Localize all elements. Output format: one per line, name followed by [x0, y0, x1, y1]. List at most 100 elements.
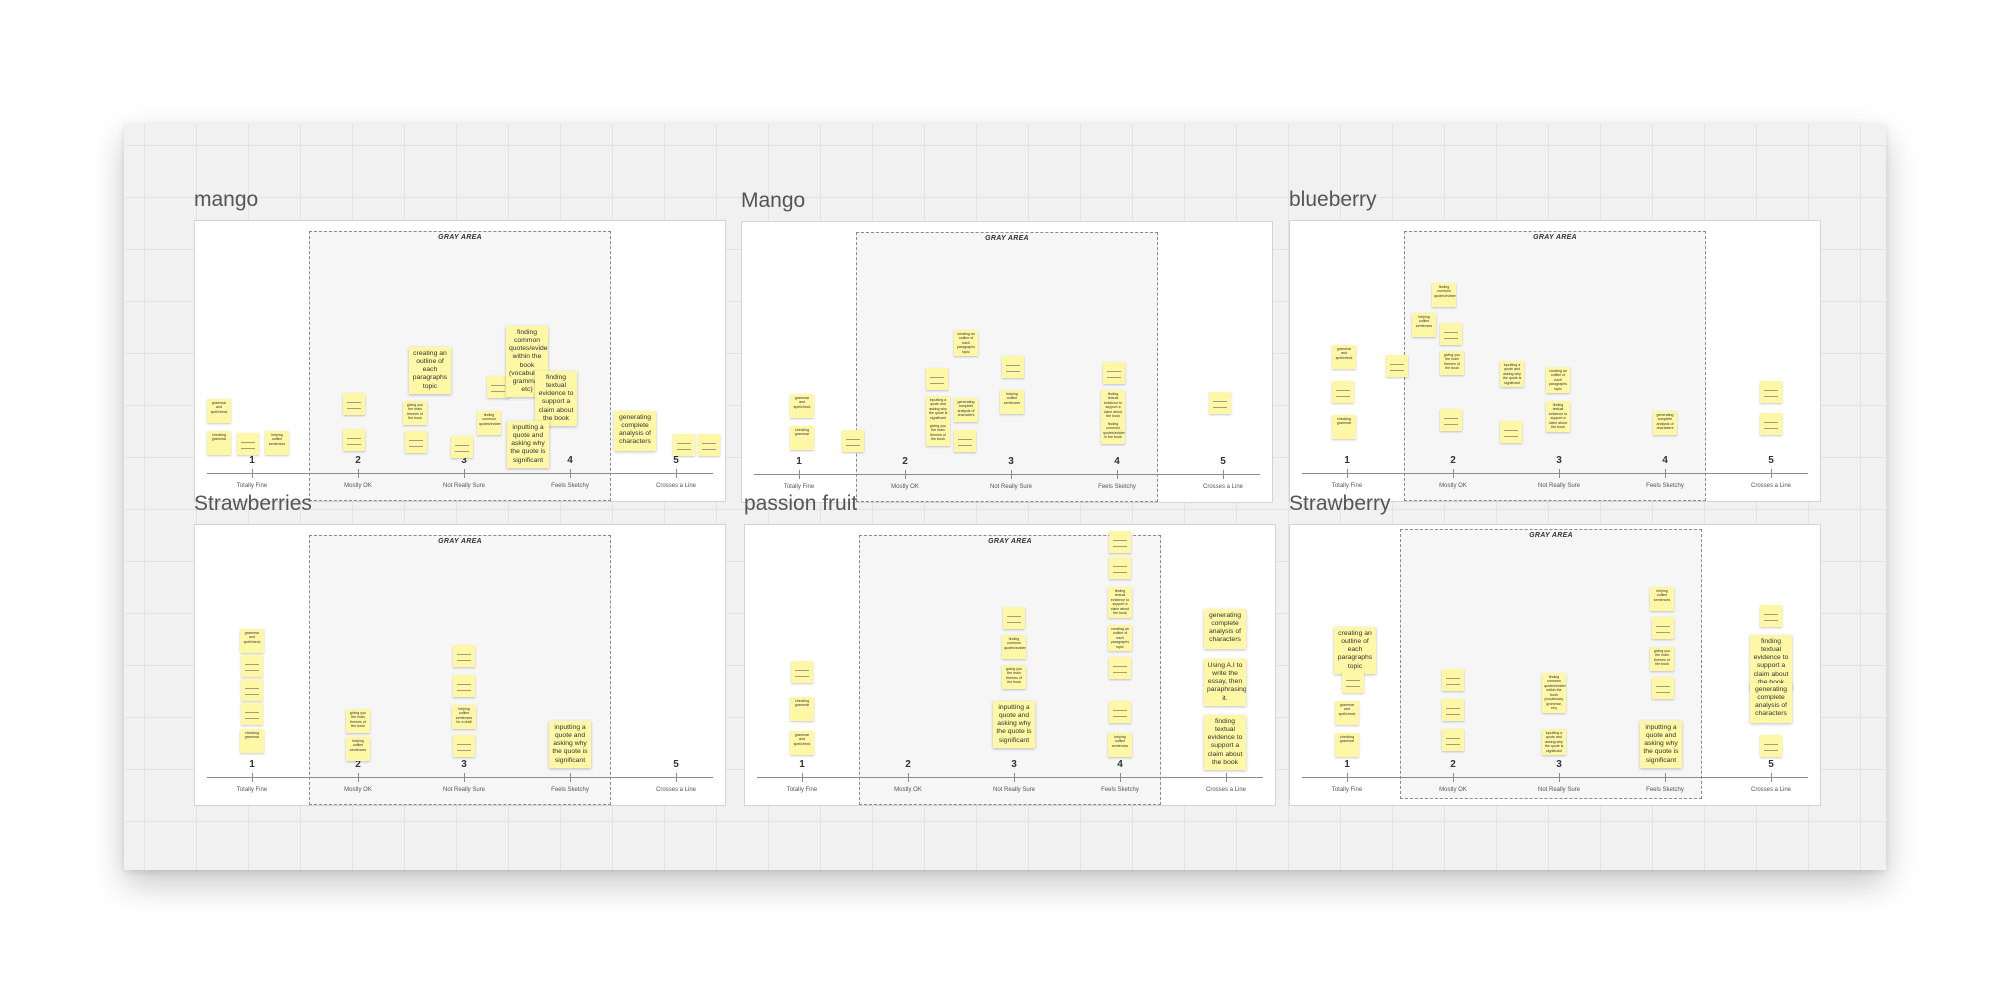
- sticky-note[interactable]: checking grammar: [790, 697, 814, 721]
- sticky-note[interactable]: creating an outline of each paragraphs t…: [1546, 367, 1570, 394]
- sticky-note[interactable]: creating an outline of each paragraphs t…: [954, 330, 978, 357]
- sticky-note[interactable]: [241, 703, 263, 725]
- sticky-note[interactable]: grammar and spellcheck: [1332, 345, 1356, 369]
- sticky-note[interactable]: generating complete analysis of characte…: [954, 398, 978, 422]
- sticky-note[interactable]: helping outline sentences: [1412, 313, 1436, 337]
- sticky-note[interactable]: [1103, 362, 1125, 384]
- sticky-note[interactable]: [241, 655, 263, 677]
- sticky-note[interactable]: creating an outline of each paragraphs t…: [1334, 627, 1376, 674]
- sticky-note[interactable]: inputting a quote and asking why the quo…: [926, 396, 950, 423]
- sticky-note[interactable]: [1760, 381, 1782, 403]
- sticky-note[interactable]: helping outline sentences: [1000, 390, 1024, 414]
- frame-mango-1[interactable]: GRAY AREA 1 2 3 4 5 Totally Fine Mostly …: [194, 220, 726, 502]
- frame-passion-fruit[interactable]: GRAY AREA 1 2 3 4 5 Totally Fine Mostly …: [744, 524, 1276, 806]
- sticky-note[interactable]: giving you the main themes of the book: [346, 709, 370, 733]
- sticky-note[interactable]: inputting a quote and asking why the quo…: [549, 721, 591, 768]
- sticky-note[interactable]: [1332, 381, 1354, 403]
- sticky-note[interactable]: [1760, 605, 1782, 627]
- frame-strawberry[interactable]: GRAY AREA 1 2 3 4 5 Totally Fine Mostly …: [1289, 524, 1821, 806]
- sticky-note[interactable]: finding textual evidence to support a cl…: [1750, 635, 1792, 690]
- sticky-note[interactable]: grammar and spellcheck: [207, 399, 231, 423]
- sticky-note[interactable]: [1109, 701, 1131, 723]
- sticky-note[interactable]: [405, 431, 427, 453]
- frame-mango-2[interactable]: GRAY AREA 1 2 3 4 5 Totally Fine Mostly …: [741, 221, 1273, 503]
- sticky-note[interactable]: giving you the main themes of the book: [403, 401, 427, 425]
- sticky-note[interactable]: [1386, 355, 1408, 377]
- sticky-note[interactable]: [451, 436, 473, 458]
- sticky-note[interactable]: [237, 433, 259, 455]
- sticky-note[interactable]: inputting a quote and asking why the quo…: [993, 701, 1035, 748]
- sticky-note[interactable]: checking grammar: [240, 729, 264, 753]
- sticky-note[interactable]: generating complete analysis of characte…: [1750, 683, 1792, 723]
- sticky-note[interactable]: Using A.I to write the essay, then parap…: [1204, 659, 1246, 706]
- sticky-note[interactable]: [1002, 356, 1024, 378]
- sticky-note[interactable]: finding common quotes/evidence: [477, 411, 501, 435]
- sticky-note[interactable]: finding common quotes/evidence: [1432, 283, 1456, 307]
- sticky-note[interactable]: [1109, 657, 1131, 679]
- sticky-note[interactable]: finding textual evidence to support a cl…: [1204, 715, 1246, 770]
- sticky-note[interactable]: finding common quotes/evidence in the bo…: [1101, 420, 1125, 444]
- sticky-note[interactable]: [1342, 671, 1364, 693]
- sticky-note[interactable]: [926, 368, 948, 390]
- sticky-note[interactable]: finding textual evidence to support a cl…: [1101, 390, 1125, 421]
- sticky-note[interactable]: inputting a quote and asking why the quo…: [507, 421, 549, 468]
- sticky-note[interactable]: grammar and spellcheck: [790, 394, 814, 418]
- sticky-note[interactable]: giving you the main themes of the book: [1440, 351, 1464, 375]
- sticky-note[interactable]: [1652, 677, 1674, 699]
- sticky-note[interactable]: [673, 434, 695, 456]
- sticky-note[interactable]: [241, 679, 263, 701]
- sticky-note[interactable]: [1442, 669, 1464, 691]
- sticky-note[interactable]: [1442, 699, 1464, 721]
- sticky-note[interactable]: giving you the main themes of the book: [1650, 647, 1674, 671]
- sticky-note[interactable]: [1500, 421, 1522, 443]
- sticky-note[interactable]: finding common quotes/evidence: [1002, 635, 1026, 659]
- sticky-note[interactable]: checking grammar: [1335, 733, 1359, 757]
- sticky-note[interactable]: giving you the main themes of the book: [1002, 665, 1026, 689]
- frame-strawberries[interactable]: GRAY AREA 1 2 3 4 5 Totally Fine Mostly …: [194, 524, 726, 806]
- sticky-note[interactable]: [842, 430, 864, 452]
- sticky-note[interactable]: [343, 393, 365, 415]
- sticky-note[interactable]: finding textual evidence to support a cl…: [1546, 401, 1570, 432]
- sticky-note[interactable]: [343, 429, 365, 451]
- sticky-note[interactable]: creating an outline of each paragraphs t…: [409, 347, 451, 394]
- sticky-note[interactable]: finding textual evidence to support a cl…: [1108, 587, 1132, 618]
- sticky-note[interactable]: creating an outline of each paragraphs t…: [1108, 625, 1132, 652]
- sticky-note[interactable]: checking grammar: [207, 431, 231, 455]
- sticky-note[interactable]: [453, 645, 475, 667]
- sticky-note[interactable]: [1109, 531, 1131, 553]
- sticky-note[interactable]: [453, 675, 475, 697]
- sticky-note[interactable]: [1440, 323, 1462, 345]
- sticky-note[interactable]: inputting a quote and asking why the quo…: [1640, 721, 1682, 768]
- sticky-note[interactable]: grammar and spellcheck: [790, 731, 814, 755]
- sticky-note[interactable]: [1442, 729, 1464, 751]
- sticky-note[interactable]: [487, 376, 509, 398]
- sticky-note[interactable]: [453, 735, 475, 757]
- sticky-note[interactable]: grammar and spellcheck: [240, 629, 264, 653]
- whiteboard-canvas[interactable]: mango GRAY AREA 1 2 3 4 5 Totally Fine M…: [124, 124, 1886, 870]
- sticky-note[interactable]: generating complete analysis of characte…: [614, 411, 656, 451]
- sticky-note[interactable]: finding common quotes/evidence within th…: [1542, 673, 1566, 713]
- sticky-note[interactable]: helping outline sentences for a draft: [452, 705, 476, 729]
- sticky-note[interactable]: [1760, 413, 1782, 435]
- sticky-note[interactable]: finding textual evidence to support a cl…: [535, 371, 577, 426]
- sticky-note[interactable]: [1652, 617, 1674, 639]
- sticky-note[interactable]: [1209, 392, 1231, 414]
- sticky-note[interactable]: giving you the main themes of the book: [926, 422, 950, 446]
- sticky-note[interactable]: generating complete analysis of characte…: [1653, 411, 1677, 435]
- sticky-note[interactable]: [1760, 735, 1782, 757]
- sticky-note[interactable]: checking grammar: [1332, 415, 1356, 439]
- sticky-note[interactable]: [698, 434, 720, 456]
- sticky-note[interactable]: [1003, 607, 1025, 629]
- sticky-note[interactable]: helping outline sentences: [265, 431, 289, 455]
- sticky-note[interactable]: checking grammar: [790, 426, 814, 450]
- sticky-note[interactable]: grammar and spellcheck: [1335, 701, 1359, 725]
- sticky-note[interactable]: [791, 661, 813, 683]
- sticky-note[interactable]: [1109, 557, 1131, 579]
- sticky-note[interactable]: [954, 430, 976, 452]
- sticky-note[interactable]: helping outline sentences: [1650, 587, 1674, 611]
- frame-blueberry[interactable]: GRAY AREA 1 2 3 4 5 Totally Fine Mostly …: [1289, 220, 1821, 502]
- sticky-note[interactable]: generating complete analysis of characte…: [1204, 609, 1246, 649]
- sticky-note[interactable]: helping outline sentences: [1108, 733, 1132, 757]
- sticky-note[interactable]: inputting a quote and asking why the quo…: [1542, 729, 1566, 756]
- sticky-note[interactable]: helping outline sentences: [346, 737, 370, 761]
